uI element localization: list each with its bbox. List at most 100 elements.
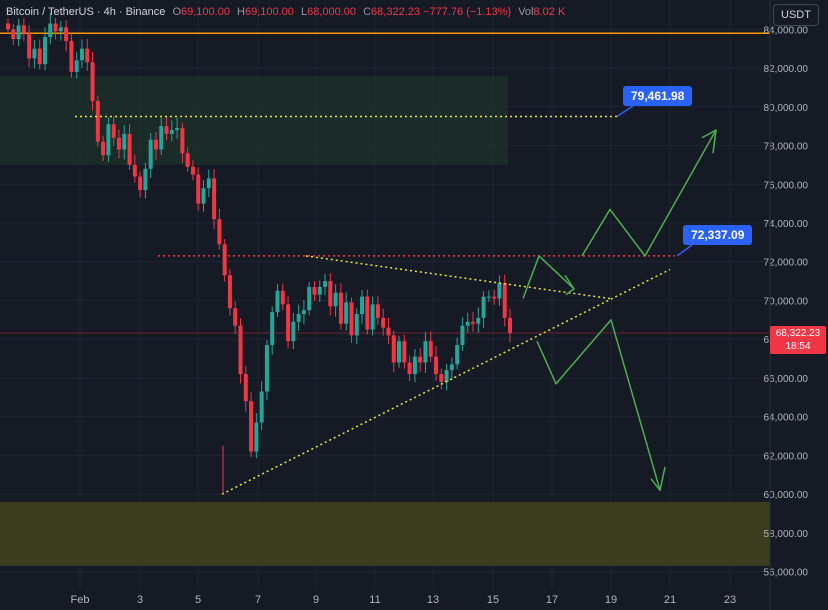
bull-path-long [581,129,717,257]
candle-body [460,325,465,346]
candle-body [370,304,375,330]
candle-body [365,296,370,330]
volume-value: 8.02 K [533,6,566,18]
arrow-head [701,129,717,154]
candle-body [159,126,164,150]
candle-body [206,178,211,189]
candle-body [291,321,296,342]
candle-body [254,422,259,452]
candle-body [476,317,481,324]
y-tick-label: 56,000.00 [764,568,809,579]
candle-body [333,292,338,307]
candle-body [402,341,407,363]
y-tick-label: 82,000.00 [764,64,809,75]
candle-body [90,62,95,101]
candle-body [344,302,349,324]
candle-body [180,128,185,154]
close-label: C [363,6,372,18]
x-tick-label: 7 [255,594,261,606]
current-price-tag: 68,322.23 18:54 [770,326,826,354]
candle-body [111,124,116,138]
candle-body [132,164,137,177]
candle-body [275,290,280,313]
candle-body [471,321,476,324]
y-tick-label: 72,000.00 [764,258,809,269]
arrow-head [650,466,666,492]
candle-body [106,124,111,156]
candle-body [175,128,180,131]
y-tick-label: 84,000.00 [764,25,809,36]
candle-body [122,133,127,150]
candle-body [296,314,301,322]
candle-body [307,286,312,311]
candle-body [481,296,486,318]
candle-body [238,325,243,375]
candle-body [101,141,106,156]
candle-body [6,23,10,30]
candle-body [85,48,90,63]
mid-target-tag[interactable]: 72,337.09 [683,225,753,245]
currency-selector[interactable]: USDT [773,4,819,26]
candle-body [53,23,58,32]
x-tick-label: Feb [71,594,90,606]
candle-body [280,290,285,305]
y-tick-label: 78,000.00 [764,142,809,153]
x-tick-label: 23 [724,594,736,606]
candle-body [138,176,143,191]
candle-body [233,308,238,326]
candle-body [349,302,354,336]
x-tick-label: 11 [369,594,380,606]
candle-body [360,296,365,315]
y-tick-label: 80,000.00 [764,103,809,114]
candle-body [381,317,386,328]
candle-body [391,335,396,363]
candle-body [74,60,79,72]
tag-connector [676,244,693,257]
close-value: 68,322.23 [371,6,420,18]
y-tick-label: 60,000.00 [764,490,809,501]
candle-body [27,33,32,59]
candle-body [69,40,74,72]
candle-body [212,178,217,220]
candle-body [354,314,359,336]
triangle-upper-line [305,255,611,300]
candle-body [190,166,195,175]
x-tick-label: 21 [664,594,676,606]
candle-body [222,244,227,276]
candle-body [196,174,201,204]
candle-body [217,219,222,245]
candle-body [439,374,444,382]
candle-body [79,48,84,61]
candle-body [185,153,190,167]
symbol-title[interactable]: Bitcoin / TetherUS · 4h · Binance [6,6,166,18]
low-label: L [300,6,308,18]
candle-body [497,283,502,299]
candle-body [58,27,63,32]
candle-body [317,286,322,295]
y-tick-label: 76,000.00 [764,180,809,191]
x-tick-label: 9 [313,594,319,606]
candle-body [286,304,291,342]
triangle-lower-line [221,268,671,495]
candle-body [270,312,275,346]
supply-zone [0,75,508,165]
candle-body [386,327,391,336]
candle-body [249,401,254,452]
candle-body [48,23,53,38]
bull-path-short [522,255,575,299]
candle-body [455,345,460,365]
candle-body [407,362,412,375]
y-tick-label: 62,000.00 [764,451,809,462]
candle-body [418,356,423,363]
candle-body [42,37,47,65]
x-tick-label: 19 [605,594,617,606]
change-value: −777.76 (−1.13%) [423,6,512,18]
upper-target-tag[interactable]: 79,461.98 [623,86,693,106]
candle-body [227,275,232,309]
x-tick-label: 15 [487,594,499,606]
candle-body [508,317,512,333]
bear-path [536,319,661,491]
support-zone [0,501,770,566]
candle-body [449,364,454,371]
